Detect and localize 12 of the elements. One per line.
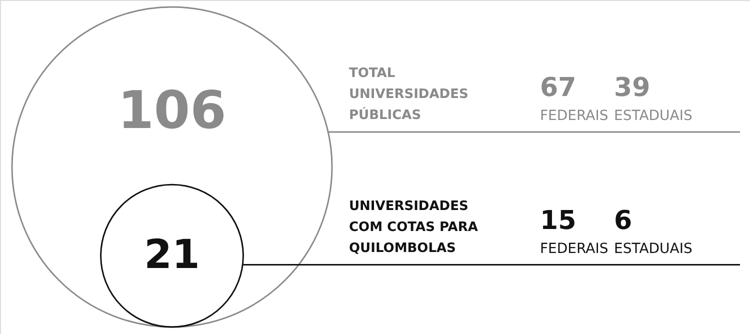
data-label: 106 <box>118 81 226 141</box>
data-label: 39 <box>614 73 650 103</box>
data-label: 6 <box>614 206 632 236</box>
text: ESTADUAIS <box>614 241 692 257</box>
text: ESTADUAIS <box>614 108 693 124</box>
text: FEDERAIS <box>540 241 608 257</box>
category-label: UNIVERSIDADES COM COTAS PARA QUILOMBOLAS <box>349 199 478 256</box>
data-label: 67 <box>540 73 576 103</box>
data-label: 15 <box>540 206 576 236</box>
data-label: 21 <box>144 232 200 278</box>
text: FEDERAIS <box>540 108 608 124</box>
category-label: TOTAL UNIVERSIDADES PÚBLICAS <box>349 66 468 123</box>
